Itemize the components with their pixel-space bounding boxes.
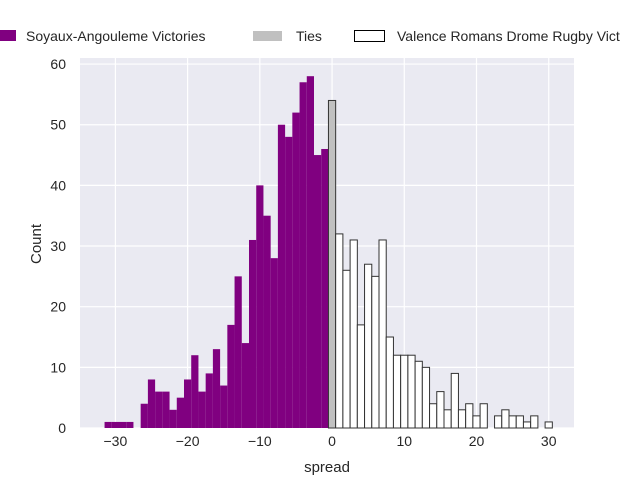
tick-labels: −30 −20 −10 0 10 20 30 0 10 20 30 40 50 60 xyxy=(50,56,556,449)
histogram-bar xyxy=(385,336,394,429)
histogram-bar xyxy=(472,415,481,429)
histogram-bar xyxy=(400,354,409,429)
histogram-bar xyxy=(292,112,300,429)
legend-label-soyaux: Soyaux-Angouleme Victories xyxy=(26,28,206,44)
histogram-bar xyxy=(349,239,358,429)
histogram-bar xyxy=(479,403,488,429)
histogram-bar xyxy=(515,415,524,429)
legend-patch-ties xyxy=(253,31,282,41)
histogram-bar xyxy=(176,397,184,428)
histogram-bar xyxy=(494,415,503,429)
histogram-bar xyxy=(162,391,170,428)
histogram-bar xyxy=(227,324,235,428)
histogram-bar xyxy=(140,403,148,428)
histogram-bar xyxy=(407,354,416,429)
y-tick-label: 0 xyxy=(58,420,66,436)
histogram-bar xyxy=(465,403,474,429)
histogram-bar xyxy=(544,421,553,429)
histogram-bar xyxy=(327,99,337,429)
histogram-bar xyxy=(342,269,351,429)
histogram-bar xyxy=(501,409,510,429)
y-tick-label: 20 xyxy=(50,299,66,315)
histogram-bar xyxy=(191,355,199,428)
histogram-bar xyxy=(299,82,307,428)
histogram-bar xyxy=(147,379,156,428)
histogram-bar xyxy=(314,155,322,428)
x-tick-label: 30 xyxy=(541,433,557,449)
histogram-bar xyxy=(522,421,532,429)
histogram-bar xyxy=(212,349,221,428)
y-tick-label: 40 xyxy=(50,177,66,193)
legend: Soyaux-Angouleme Victories Ties Valence … xyxy=(0,28,620,44)
histogram-bar xyxy=(530,415,539,429)
histogram-bar xyxy=(234,276,242,428)
histogram-bar xyxy=(356,324,366,429)
x-tick-label: −30 xyxy=(104,433,128,449)
x-tick-label: −20 xyxy=(176,433,200,449)
histogram-bar xyxy=(241,343,249,428)
x-tick-label: 10 xyxy=(396,433,412,449)
x-tick-label: 0 xyxy=(328,433,336,449)
histogram-bar xyxy=(285,136,293,428)
histogram-bar xyxy=(508,415,517,429)
legend-patch-soyaux xyxy=(0,30,16,41)
histogram-bar xyxy=(364,263,373,429)
histogram-bar xyxy=(198,391,206,428)
y-tick-label: 30 xyxy=(50,238,66,254)
histogram-bar xyxy=(104,421,112,428)
histogram-bar xyxy=(371,275,380,429)
histogram-bar xyxy=(414,360,423,429)
histogram-bar xyxy=(256,185,264,428)
bars xyxy=(104,76,553,429)
histogram-bar xyxy=(220,385,228,428)
x-tick-label: 20 xyxy=(469,433,485,449)
legend-patch-valence xyxy=(354,30,385,42)
histogram-bar xyxy=(429,403,438,429)
histogram-bar xyxy=(119,421,127,428)
histogram-bar xyxy=(249,239,257,428)
histogram-bar xyxy=(450,372,459,429)
histogram-bar xyxy=(126,421,134,428)
histogram-bar xyxy=(436,391,445,429)
histogram-bar xyxy=(306,76,314,429)
x-tick-label: −10 xyxy=(248,433,272,449)
histogram-bar xyxy=(392,354,402,429)
histogram-bar xyxy=(184,379,192,428)
histogram-bar xyxy=(335,233,344,429)
histogram-bar xyxy=(205,373,213,428)
histogram-bar xyxy=(270,258,278,428)
histogram-bar xyxy=(263,215,271,428)
histogram-bar xyxy=(443,409,452,429)
histogram-bar xyxy=(169,409,177,428)
y-tick-label: 50 xyxy=(50,117,66,133)
legend-label-ties: Ties xyxy=(296,28,322,44)
histogram-bar xyxy=(378,239,387,429)
y-tick-label: 60 xyxy=(50,56,66,72)
histogram-bar xyxy=(457,409,467,429)
histogram-bar xyxy=(111,421,119,428)
histogram-bar xyxy=(155,391,163,428)
histogram-bar xyxy=(277,124,286,428)
histogram-bar xyxy=(321,148,329,428)
y-axis-label: Count xyxy=(28,223,45,264)
x-axis-label: spread xyxy=(304,459,350,476)
y-tick-label: 10 xyxy=(50,359,66,375)
histogram-bar xyxy=(421,366,431,429)
legend-label-valence: Valence Romans Drome Rugby Vict xyxy=(397,28,620,44)
